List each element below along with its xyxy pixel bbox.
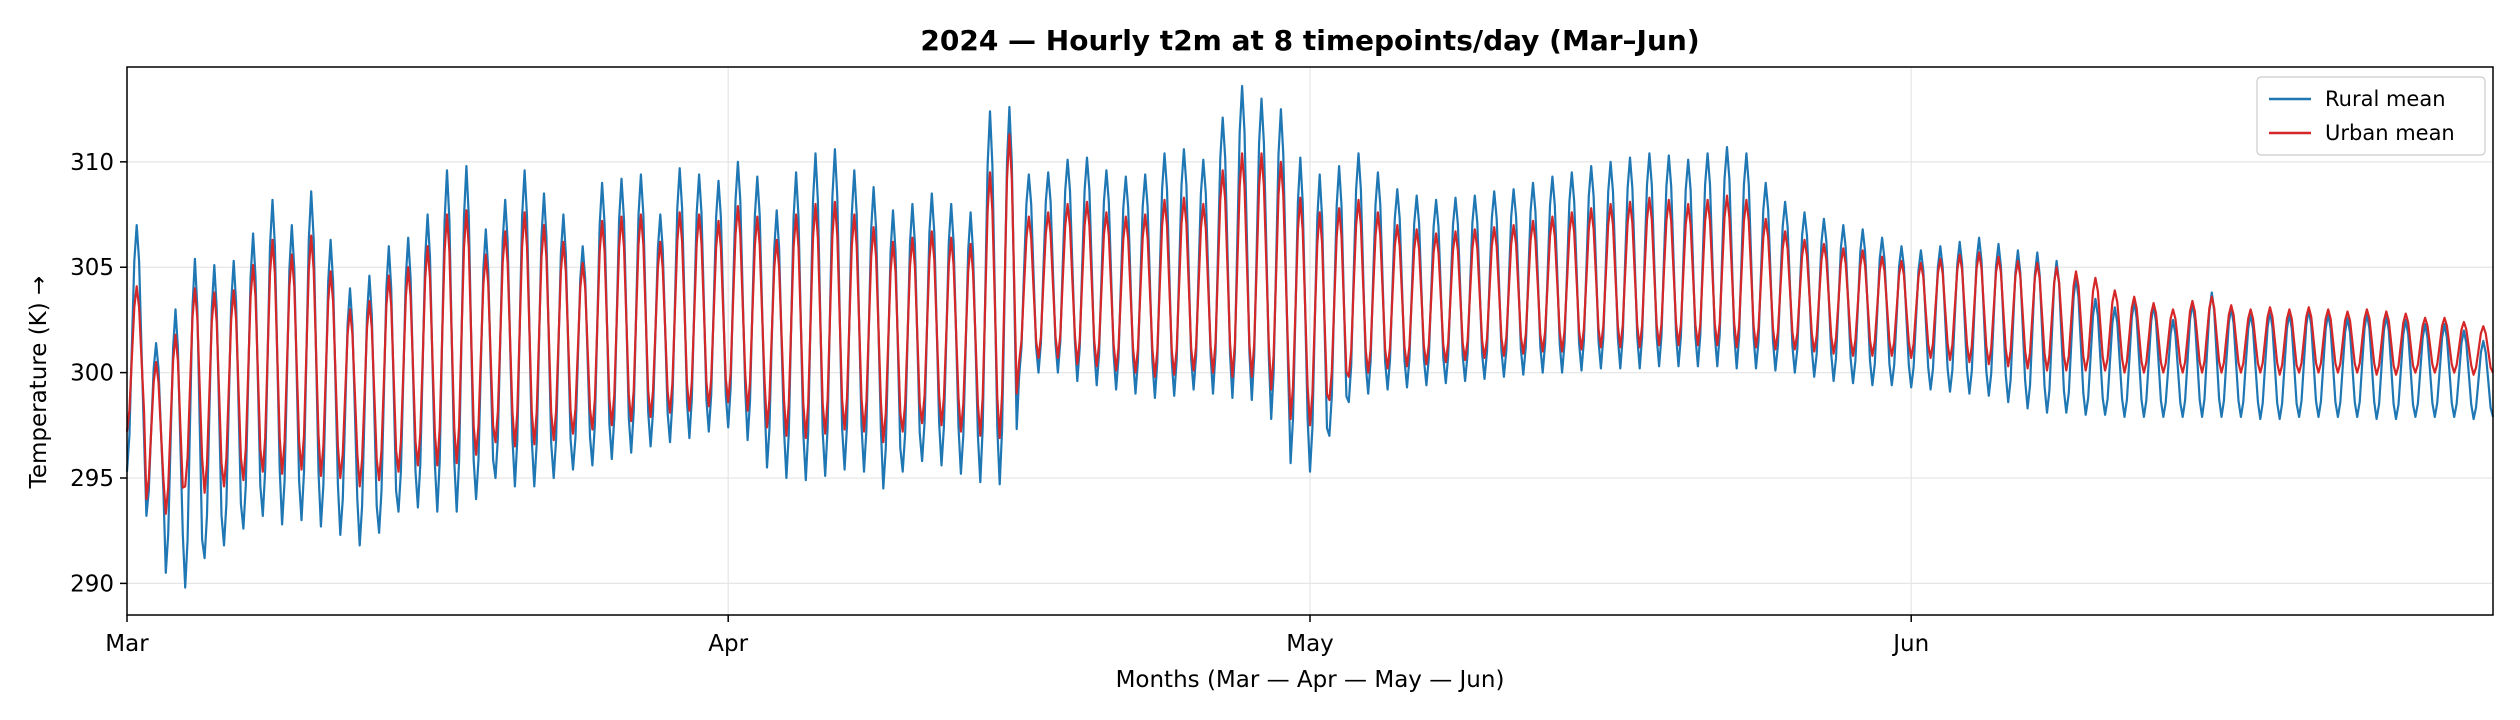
y-tick-label: 295 [70, 466, 114, 492]
x-tick-label: Apr [708, 631, 748, 657]
legend: Rural mean Urban mean [2256, 76, 2486, 156]
x-tick-label: May [1286, 631, 1334, 657]
y-tick-label: 290 [70, 571, 114, 597]
axes: 290 295 300 305 310 Mar Apr May Jun [70, 150, 1929, 657]
x-tick-label: Jun [1891, 631, 1929, 657]
series-group [125, 84, 2495, 589]
legend-label: Urban mean [2325, 121, 2455, 145]
legend-box [2256, 76, 2486, 156]
x-tick-label: Mar [105, 631, 149, 657]
chart-title: 2024 — Hourly t2m at 8 timepoints/day (M… [920, 24, 1699, 57]
y-tick-label: 305 [70, 255, 114, 281]
y-tick-label: 310 [70, 150, 114, 176]
y-axis-label: Temperature (K) → [26, 276, 52, 490]
series-line-urban-mean [125, 133, 2494, 515]
legend-label: Rural mean [2325, 87, 2446, 111]
y-tick-label: 300 [70, 361, 114, 387]
x-axis-label: Months (Mar — Apr — May — Jun) [1116, 667, 1505, 693]
